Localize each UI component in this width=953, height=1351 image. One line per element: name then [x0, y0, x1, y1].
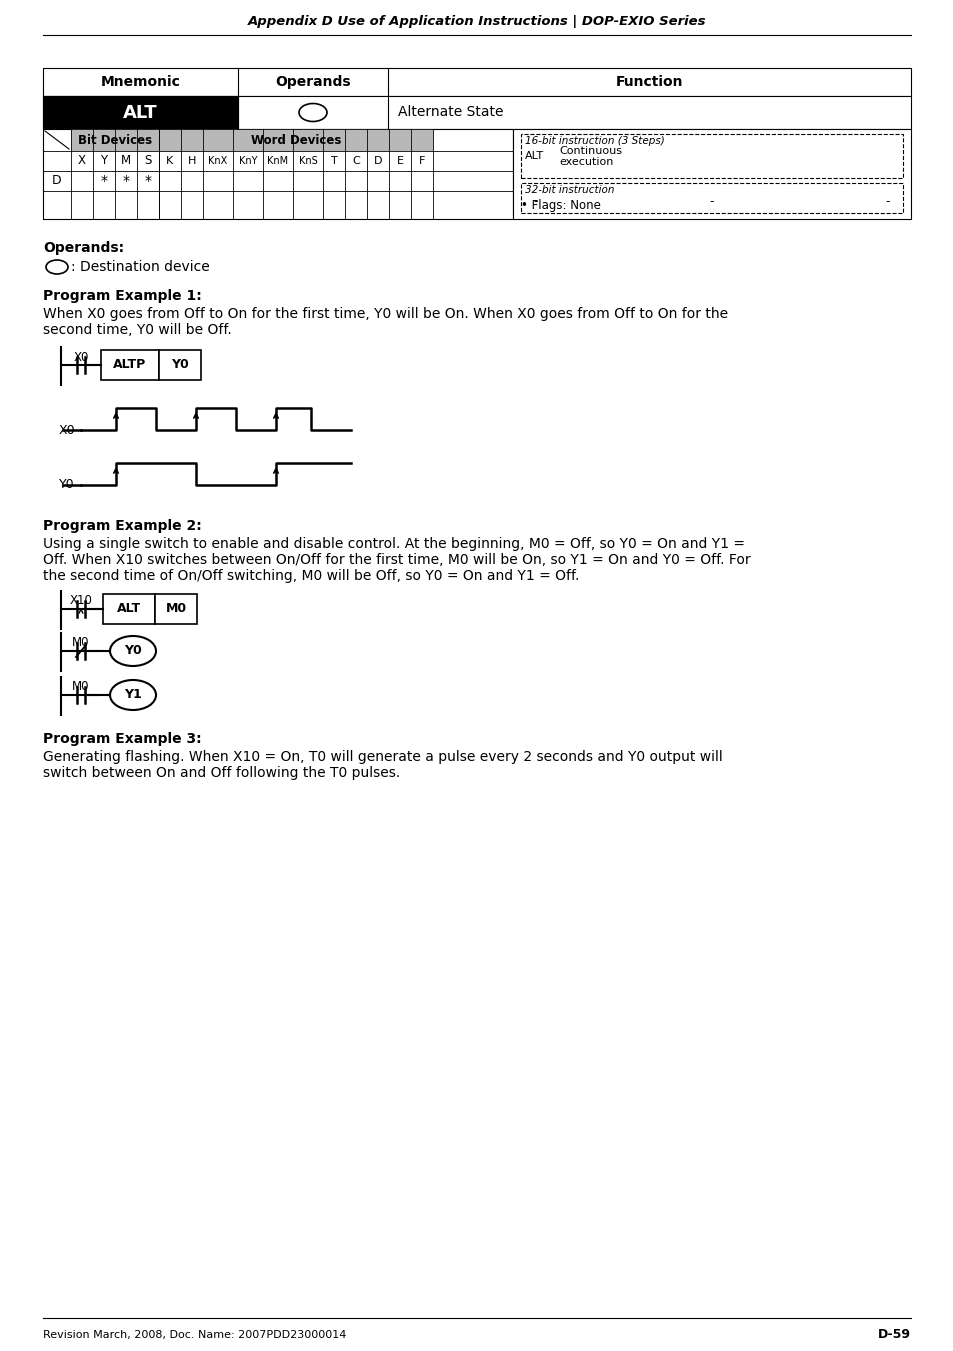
- Text: Operands:: Operands:: [43, 240, 124, 255]
- Text: : Destination device: : Destination device: [71, 259, 210, 274]
- Bar: [159, 128, 433, 151]
- Text: • Flags: None: • Flags: None: [520, 199, 600, 212]
- Text: KnM: KnM: [267, 155, 288, 166]
- Bar: [101, 350, 159, 380]
- Text: E: E: [396, 155, 403, 166]
- Text: Y0: Y0: [59, 478, 75, 492]
- Text: Program Example 2:: Program Example 2:: [43, 519, 201, 534]
- Text: X0: X0: [73, 351, 89, 363]
- Text: Generating flashing. When X10 = On, T0 will generate a pulse every 2 seconds and: Generating flashing. When X10 = On, T0 w…: [43, 750, 722, 765]
- Text: -: -: [709, 196, 714, 208]
- Text: -: -: [533, 196, 537, 208]
- Bar: [43, 96, 910, 128]
- Text: ALT: ALT: [117, 603, 141, 616]
- Text: Appendix D Use of Application Instructions | DOP-EXIO Series: Appendix D Use of Application Instructio…: [248, 15, 705, 28]
- Text: Y: Y: [100, 154, 108, 168]
- Text: second time, Y0 will be Off.: second time, Y0 will be Off.: [43, 323, 232, 336]
- Text: Program Example 3:: Program Example 3:: [43, 732, 201, 746]
- Text: T: T: [331, 155, 337, 166]
- Text: C: C: [352, 155, 359, 166]
- Text: ALT: ALT: [524, 151, 543, 161]
- Text: M: M: [121, 154, 131, 168]
- Text: M0: M0: [72, 680, 90, 693]
- Text: KnY: KnY: [238, 155, 257, 166]
- Text: -: -: [884, 196, 889, 208]
- Text: F: F: [418, 155, 425, 166]
- Text: M0: M0: [165, 603, 187, 616]
- Text: H: H: [188, 155, 196, 166]
- Text: When X0 goes from Off to On for the first time, Y0 will be On. When X0 goes from: When X0 goes from Off to On for the firs…: [43, 307, 727, 322]
- Text: switch between On and Off following the T0 pulses.: switch between On and Off following the …: [43, 766, 400, 780]
- Bar: [71, 128, 159, 151]
- Bar: [103, 594, 154, 624]
- Text: Off. When X10 switches between On/Off for the first time, M0 will be On, so Y1 =: Off. When X10 switches between On/Off fo…: [43, 553, 750, 567]
- Text: Y0: Y0: [124, 644, 142, 658]
- Bar: [154, 594, 196, 624]
- Text: D-59: D-59: [877, 1328, 910, 1342]
- Text: Word Devices: Word Devices: [251, 134, 341, 146]
- Text: S: S: [144, 154, 152, 168]
- Text: execution: execution: [558, 157, 613, 168]
- Text: Mnemonic: Mnemonic: [100, 76, 180, 89]
- Text: X: X: [78, 154, 86, 168]
- Bar: [43, 68, 910, 96]
- Text: 32-bit instruction: 32-bit instruction: [524, 185, 614, 195]
- Text: 16-bit instruction (3 Steps): 16-bit instruction (3 Steps): [524, 136, 664, 146]
- Text: Revision March, 2008, Doc. Name: 2007PDD23000014: Revision March, 2008, Doc. Name: 2007PDD…: [43, 1329, 346, 1340]
- Ellipse shape: [46, 259, 68, 274]
- Text: D: D: [374, 155, 382, 166]
- Text: M0: M0: [72, 636, 90, 648]
- Text: Program Example 1:: Program Example 1:: [43, 289, 201, 303]
- Text: Operands: Operands: [274, 76, 351, 89]
- Text: Using a single switch to enable and disable control. At the beginning, M0 = Off,: Using a single switch to enable and disa…: [43, 536, 744, 551]
- Text: *: *: [122, 174, 130, 188]
- Text: KnS: KnS: [298, 155, 317, 166]
- Text: Y1: Y1: [124, 689, 142, 701]
- Bar: [43, 128, 513, 219]
- Ellipse shape: [298, 104, 327, 122]
- Ellipse shape: [110, 680, 156, 711]
- Text: ALT: ALT: [123, 104, 157, 122]
- Bar: [43, 96, 237, 128]
- Text: Bit Devices: Bit Devices: [78, 134, 152, 146]
- Text: the second time of On/Off switching, M0 will be Off, so Y0 = On and Y1 = Off.: the second time of On/Off switching, M0 …: [43, 569, 578, 584]
- Text: Continuous: Continuous: [558, 146, 621, 155]
- Text: Alternate State: Alternate State: [397, 105, 503, 119]
- Text: *: *: [144, 174, 152, 188]
- Bar: [159, 350, 201, 380]
- Text: X10: X10: [70, 594, 92, 607]
- Text: D: D: [52, 174, 62, 188]
- Bar: [520, 182, 902, 213]
- Text: KnX: KnX: [208, 155, 228, 166]
- Text: ALTP: ALTP: [113, 358, 147, 372]
- Text: *: *: [100, 174, 108, 188]
- Text: Y0: Y0: [171, 358, 189, 372]
- Text: K: K: [166, 155, 173, 166]
- Bar: [513, 128, 910, 219]
- Text: X0: X0: [58, 423, 75, 436]
- Ellipse shape: [110, 636, 156, 666]
- Bar: [520, 134, 902, 178]
- Text: Function: Function: [615, 76, 682, 89]
